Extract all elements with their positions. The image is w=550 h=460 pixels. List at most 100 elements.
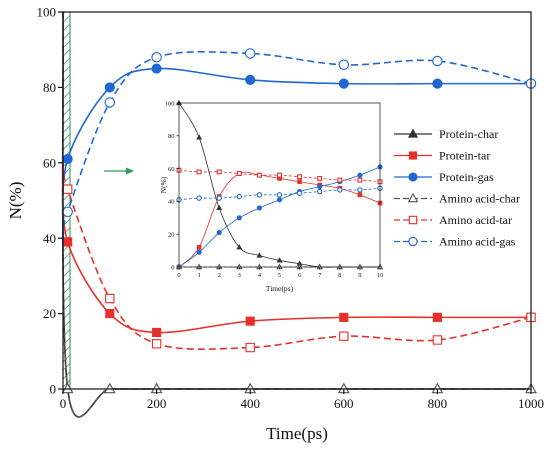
inset-point-4-8: [337, 177, 343, 183]
main-x-tick-label-1: 200: [147, 396, 167, 411]
legend-marker-2: [408, 172, 418, 182]
main-axes-frame: [62, 11, 532, 390]
inset-point-0-1: [196, 134, 203, 140]
legend-marker-4: [408, 215, 418, 225]
inset-point-1-1: [196, 244, 202, 250]
main-point-2-3: [151, 63, 162, 74]
inset-point-4-4: [256, 172, 262, 178]
inset-x-tick-label-4: 4: [258, 272, 262, 279]
main-point-5-3: [151, 52, 162, 63]
inset-y-tick-label-1: 20: [168, 231, 175, 238]
main-x-tick-label-5: 1000: [518, 396, 544, 411]
legend-marker-0: [407, 128, 419, 138]
inset-point-2-3: [236, 215, 242, 221]
inset-point-5-8: [337, 187, 343, 193]
inset-x-tick-label-2: 2: [218, 272, 221, 279]
main-y-tick-label-1: 20: [43, 306, 56, 321]
inset-point-5-4: [256, 192, 263, 198]
legend-label-5: Amino acid-gas: [439, 235, 516, 249]
inset-point-4-3: [236, 171, 242, 176]
main-y-axis-label: N(%): [6, 182, 25, 220]
inset-point-5-9: [357, 187, 363, 193]
inset-point-1-9: [357, 192, 363, 198]
main-point-1-1: [63, 237, 73, 247]
inset-x-tick-label-5: 5: [278, 272, 281, 279]
main-point-1-6: [432, 312, 442, 322]
inset-y-tick-label-5: 100: [165, 100, 175, 107]
legend-marker-3: [407, 192, 419, 203]
main-point-1-5: [339, 312, 349, 322]
inset-x-tick-label-8: 8: [338, 272, 341, 279]
main-series-line-5: [61, 51, 532, 239]
inset-point-4-5: [277, 172, 282, 178]
main-x-tick-label-3: 600: [334, 396, 354, 411]
inset-x-tick-label-3: 3: [238, 272, 241, 279]
main-point-4-1: [62, 184, 73, 194]
main-point-2-2: [104, 82, 115, 93]
main-point-5-2: [104, 97, 116, 108]
inset-x-tick-label-6: 6: [298, 272, 302, 279]
main-y-tick-label-3: 60: [43, 155, 56, 170]
inset-point-5-3: [236, 193, 243, 200]
inset-point-5-7: [316, 188, 323, 195]
inset-point-0-5: [276, 257, 283, 263]
inset-point-4-6: [297, 174, 303, 180]
inset-x-tick-label-9: 9: [358, 272, 361, 279]
inset-x-tick-label-10: 10: [377, 272, 384, 279]
main-y-tick-label-5: 100: [37, 5, 57, 20]
main-y-tick-label-2: 40: [43, 231, 56, 246]
main-point-1-4: [245, 316, 255, 326]
main-point-4-6: [432, 335, 443, 345]
legend-label-3: Amino acid-char: [439, 192, 520, 206]
main-point-1-3: [152, 327, 162, 338]
main-point-2-6: [432, 78, 443, 89]
main-point-3-2: [103, 382, 116, 394]
main-point-4-5: [339, 331, 349, 341]
inset-point-0-2: [216, 204, 223, 211]
main-y-tick-label-0: 0: [50, 382, 57, 397]
legend-label-0: Protein-char: [439, 127, 498, 141]
inset-y-axis-label: N(%): [159, 176, 168, 193]
legend-marker-1: [408, 151, 418, 160]
main-point-5-1: [62, 206, 73, 218]
inset-point-4-2: [216, 169, 222, 175]
inset-y-tick-label-0: 0: [171, 264, 174, 271]
main-point-2-5: [338, 78, 349, 89]
inset-point-0-4: [256, 252, 263, 258]
main-y-tick-label-4: 80: [43, 80, 56, 95]
main-point-3-1: [61, 382, 74, 394]
main-x-tick-label-2: 400: [240, 396, 260, 411]
main-x-tick-label-4: 800: [428, 396, 448, 411]
main-x-axis-label: Time(ps): [266, 424, 328, 443]
main-point-5-5: [338, 59, 350, 71]
main-series-line-1: [61, 162, 531, 334]
main-point-5-6: [432, 55, 443, 67]
main-point-1-2: [105, 309, 115, 319]
inset-point-4-1: [196, 169, 202, 175]
inset-point-4-7: [317, 175, 323, 181]
main-point-4-3: [151, 339, 162, 349]
inset-point-5-6: [296, 190, 303, 196]
inset-point-2-9: [357, 172, 363, 178]
inset-point-5-1: [196, 195, 202, 201]
inset-arrow-head: [126, 167, 134, 175]
inset-point-2-7: [317, 184, 323, 190]
inset-point-0-3: [236, 244, 243, 250]
main-point-4-2: [105, 293, 115, 304]
main-series-line-4: [61, 162, 532, 350]
inset-y-tick-label-3: 60: [168, 166, 175, 173]
main-point-5-4: [244, 48, 256, 59]
main-x-tick-label-0: 0: [60, 396, 67, 411]
inset-point-5-5: [276, 192, 283, 198]
inset-x-tick-label-7: 7: [318, 272, 322, 279]
main-point-2-1: [62, 153, 73, 165]
inset-point-2-2: [216, 229, 222, 236]
inset-point-5-2: [216, 195, 222, 201]
main-point-4-4: [245, 342, 255, 353]
inset-x-tick-label-1: 1: [197, 272, 200, 279]
legend-label-1: Protein-tar: [439, 149, 490, 163]
legend-marker-5: [408, 236, 418, 247]
inset-point-4-9: [357, 177, 363, 183]
inset-x-tick-label-0: 0: [177, 272, 180, 279]
